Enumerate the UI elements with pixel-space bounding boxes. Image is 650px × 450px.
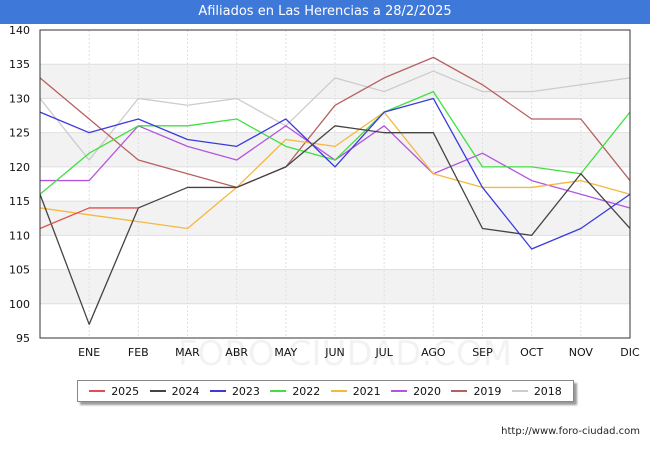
legend-label: 2020 — [413, 384, 442, 398]
legend-swatch — [89, 390, 106, 392]
x-tick-label: SEP — [472, 346, 493, 359]
source-url[interactable]: http://www.foro-ciudad.com — [501, 426, 640, 437]
legend-item-2019: 2019 — [451, 385, 501, 398]
x-tick-label: ABR — [225, 346, 248, 359]
legend-swatch — [391, 390, 408, 392]
x-tick-label: JUN — [324, 346, 345, 359]
y-tick-label: 105 — [9, 264, 30, 277]
legend-item-2021: 2021 — [330, 384, 381, 398]
series-line-2022 — [39, 90, 631, 195]
background-band — [40, 64, 630, 99]
legend-item-2022: 2022 — [270, 385, 320, 398]
legend-item-2020: 2020 — [391, 385, 441, 398]
legend-swatch — [209, 390, 226, 392]
series-line-2021 — [39, 111, 631, 230]
legend-swatch — [511, 390, 528, 392]
y-tick-label: 95 — [16, 332, 30, 345]
y-tick-label: 120 — [9, 161, 30, 174]
plot-frame — [39, 29, 631, 339]
series-lines — [39, 56, 631, 325]
legend-label: 2023 — [231, 384, 260, 398]
legend-label: 2021 — [352, 384, 381, 398]
legend-label: 2025 — [111, 384, 140, 398]
x-tick-label: MAR — [175, 346, 200, 359]
background-band — [40, 132, 630, 167]
x-tick-label: MAY — [274, 346, 297, 359]
series-line-2023 — [39, 97, 631, 250]
y-axis-ticks: 95 100 105 110 115 120 125 130 135 140 — [9, 24, 30, 345]
legend-item-2025: 2025 — [89, 385, 139, 398]
legend-swatch — [270, 390, 287, 392]
legend-label: 2022 — [292, 384, 321, 398]
x-tick-label: ENE — [78, 346, 100, 359]
legend-label: 2019 — [473, 384, 502, 398]
series-line-2025 — [39, 207, 139, 230]
x-tick-label: DIC — [620, 346, 640, 359]
x-tick-label: FEB — [128, 346, 149, 359]
series-line-2019 — [39, 56, 631, 189]
y-tick-label: 140 — [9, 24, 30, 37]
legend-item-2023: 2023 — [209, 384, 260, 398]
y-tick-label: 110 — [9, 229, 30, 242]
legend: 2025 2024 2023 2022 2021 2020 2019 2018 — [77, 380, 574, 402]
chart-title: Afiliados en Las Herencias a 28/2/2025 — [0, 0, 650, 24]
legend-swatch — [330, 390, 347, 392]
legend-item-2024: 2024 — [149, 384, 200, 398]
legend-item-2018: 2018 — [511, 384, 562, 398]
x-tick-label: JUL — [374, 346, 393, 359]
line-chart: FORO-CIUDAD.COM 95 100 105 110 115 120 125 130 1… — [9, 24, 640, 374]
x-tick-label: NOV — [569, 346, 594, 359]
legend-label: 2018 — [533, 384, 562, 398]
x-tick-label: OCT — [520, 346, 543, 359]
y-tick-label: 135 — [9, 58, 30, 71]
y-tick-label: 100 — [9, 298, 30, 311]
x-axis-ticks: ENE FEB MAR ABR MAY JUN JUL AGO SEP OCT NOV DIC — [78, 346, 640, 359]
x-tick-label: AGO — [421, 346, 446, 359]
y-tick-label: 125 — [9, 127, 30, 140]
watermark: FORO-CIUDAD.COM — [178, 334, 512, 374]
legend-swatch — [451, 390, 468, 392]
y-tick-label: 130 — [9, 92, 30, 105]
series-line-2018 — [39, 70, 631, 161]
y-tick-label: 115 — [9, 195, 30, 208]
legend-swatch — [149, 390, 166, 392]
legend-label: 2024 — [171, 384, 200, 398]
background-band — [40, 235, 630, 270]
background-band — [40, 303, 630, 338]
